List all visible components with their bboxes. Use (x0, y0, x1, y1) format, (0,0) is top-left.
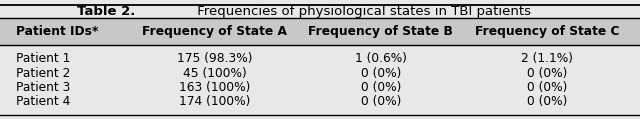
Text: Frequencies of physiological states in TBI patients: Frequencies of physiological states in T… (193, 5, 531, 18)
Text: Frequency of State C: Frequency of State C (475, 25, 620, 38)
Text: Table 2.: Table 2. (77, 5, 136, 18)
Text: 175 (98.3%): 175 (98.3%) (177, 52, 252, 65)
Text: 0 (0%): 0 (0%) (360, 95, 401, 108)
Text: Patient 2: Patient 2 (16, 67, 70, 80)
Text: 0 (0%): 0 (0%) (360, 67, 401, 80)
Text: 163 (100%): 163 (100%) (179, 81, 250, 94)
Text: 45 (100%): 45 (100%) (182, 67, 246, 80)
Text: 0 (0%): 0 (0%) (527, 81, 568, 94)
Text: Patient 3: Patient 3 (16, 81, 70, 94)
Text: Patient 4: Patient 4 (16, 95, 70, 108)
Bar (0, 19, 640, 45)
Text: Frequency of State B: Frequency of State B (308, 25, 453, 38)
Text: Patient IDs*: Patient IDs* (16, 25, 99, 38)
Text: 0 (0%): 0 (0%) (527, 67, 568, 80)
Text: 1 (0.6%): 1 (0.6%) (355, 52, 407, 65)
Text: Frequency of State A: Frequency of State A (142, 25, 287, 38)
Text: 2 (1.1%): 2 (1.1%) (521, 52, 573, 65)
Text: 174 (100%): 174 (100%) (179, 95, 250, 108)
Text: Patient 1: Patient 1 (16, 52, 70, 65)
Text: 0 (0%): 0 (0%) (527, 95, 568, 108)
Text: 0 (0%): 0 (0%) (360, 81, 401, 94)
